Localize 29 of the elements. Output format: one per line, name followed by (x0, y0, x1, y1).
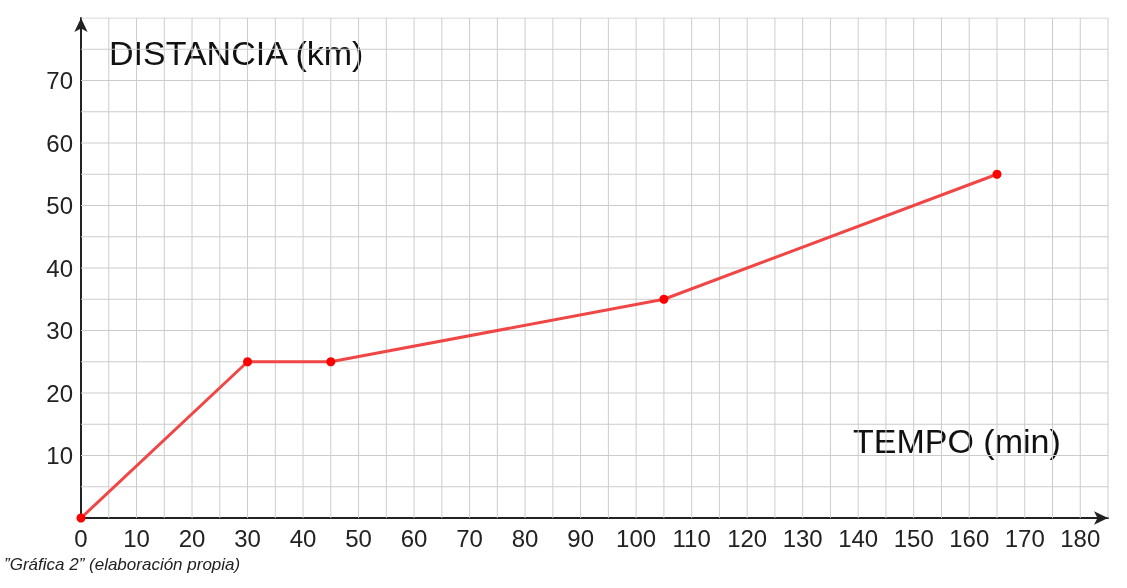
x-tick-label: 20 (178, 524, 206, 552)
x-tick-label: 180 (1060, 524, 1101, 552)
x-tick-label: 160 (949, 524, 990, 552)
y-tick-label: 30 (46, 317, 73, 344)
x-tick-label: 30 (234, 524, 261, 552)
x-tick-label: 130 (782, 524, 823, 552)
x-tick-label: 0 (74, 524, 88, 552)
x-tick-label: 120 (727, 524, 768, 552)
y-tick-label: 20 (46, 379, 73, 407)
x-axis-title: TEMPO (min) (853, 422, 1061, 460)
y-tick-label: 40 (46, 254, 73, 282)
x-tick-label: 140 (838, 524, 879, 552)
text: ”Gráfica 2” (elaboración propia) (4, 555, 241, 574)
x-tick-label: 60 (400, 524, 428, 552)
y-tick-label: 50 (46, 192, 73, 219)
x-tick-label: 70 (456, 524, 483, 552)
y-axis-title: DISTANCIA (km) (109, 34, 364, 72)
x-tick-label: 50 (345, 524, 372, 552)
y-tick-label: 70 (46, 67, 73, 94)
y-tick-label: 60 (46, 129, 73, 157)
x-tick-label: 100 (616, 524, 657, 552)
x-tick-label: 10 (123, 524, 150, 552)
x-tick-label: 40 (289, 524, 317, 552)
x-tick-label: 80 (511, 524, 539, 552)
x-tick-label: 110 (672, 524, 711, 552)
x-tick-label: 150 (893, 524, 934, 552)
y-tick-label: 10 (46, 442, 73, 469)
x-tick-label: 90 (567, 524, 594, 552)
x-tick-label: 170 (1004, 524, 1045, 552)
